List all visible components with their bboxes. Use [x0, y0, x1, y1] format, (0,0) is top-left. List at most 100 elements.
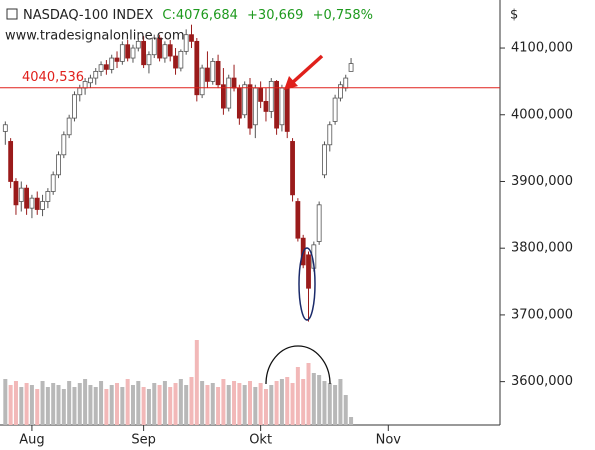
x-tick-label: Okt: [249, 433, 272, 448]
volume-bar: [210, 383, 215, 425]
volume-bar: [338, 379, 343, 425]
candle-body: [173, 55, 178, 69]
candle-body: [338, 84, 343, 99]
volume-bar: [200, 381, 205, 425]
volume-bar: [136, 381, 141, 425]
candle-body: [242, 84, 248, 116]
candle-body: [130, 47, 136, 59]
candle-body: [18, 187, 24, 202]
candle-body: [258, 87, 264, 102]
candle-body: [290, 141, 295, 196]
candle-body: [61, 134, 67, 156]
volume-bar: [157, 385, 162, 425]
candle-body: [146, 54, 152, 66]
candle-body: [183, 34, 189, 52]
quote: C:4076,684: [162, 8, 238, 23]
candle-body: [29, 197, 35, 209]
volume-bar: [19, 387, 24, 425]
volume-bar: [104, 389, 109, 425]
volume-bar: [253, 387, 258, 425]
annotation-ellipse: [298, 247, 316, 321]
candle-body: [141, 40, 147, 66]
candle-body: [295, 201, 301, 239]
volume-bar: [162, 381, 167, 425]
x-tick-label: Aug: [19, 433, 44, 448]
volume-bar: [99, 381, 104, 425]
volume-bar: [327, 383, 332, 425]
volume-bar: [221, 379, 226, 425]
candle-body: [40, 201, 45, 210]
change-pct: +0,758%: [313, 8, 373, 23]
volume-bar: [125, 379, 130, 425]
volume-bar: [83, 379, 88, 425]
volume-bar: [237, 383, 242, 425]
volume-bar: [146, 389, 151, 425]
volume-bar: [13, 381, 18, 425]
volume-bar: [194, 340, 199, 425]
candle-body: [263, 101, 269, 112]
candle-body: [88, 77, 93, 84]
candle-body: [162, 44, 168, 59]
candle-body: [2, 124, 8, 132]
volume-bar: [130, 385, 135, 425]
volume-bar: [173, 383, 178, 425]
candle-body: [306, 254, 311, 289]
volume-bar: [274, 381, 279, 425]
volume-bar: [306, 363, 311, 425]
candle-body: [221, 84, 226, 109]
icon: [6, 8, 18, 20]
volume-bar: [343, 395, 348, 425]
candle-body: [8, 141, 14, 182]
volume-bar: [189, 377, 194, 425]
candle-body: [24, 187, 29, 209]
volume-bar: [152, 383, 157, 425]
annotation-arrow: [290, 54, 324, 85]
annotation-arc: [265, 345, 331, 385]
volume-bar: [295, 367, 300, 425]
volume-bar: [35, 389, 40, 425]
volume-bar: [184, 385, 189, 425]
candle-body: [135, 40, 141, 49]
volume-bar: [51, 383, 56, 425]
candle-body: [205, 67, 210, 82]
volume-bar: [67, 381, 72, 425]
candle-body: [66, 117, 72, 136]
volume-bar: [317, 375, 322, 425]
candle-body: [252, 87, 258, 126]
volume-bar: [263, 389, 268, 425]
candle-body: [50, 174, 56, 192]
candle-body: [103, 64, 109, 70]
volume-bar: [115, 383, 120, 425]
y-unit: $: [510, 8, 518, 23]
candle-body: [157, 37, 162, 59]
volume-bar: [226, 385, 231, 425]
candle-body: [226, 77, 232, 109]
volume-bar: [269, 385, 274, 425]
candle-body: [348, 63, 354, 72]
header: NASDAQ-100 INDEX C:4076,684 +30,669 +0,7…: [23, 8, 373, 23]
candle-body: [56, 154, 61, 176]
volume-bar: [3, 379, 8, 425]
candle-body: [236, 87, 242, 119]
volume-bar: [279, 379, 284, 425]
candle-body: [93, 70, 99, 79]
volume-bar: [248, 381, 252, 425]
candle-body: [279, 87, 285, 126]
y-tick-label: 4100,000: [511, 41, 573, 56]
volume-bar: [56, 385, 61, 425]
volume-bar: [258, 383, 263, 425]
volume-bar: [285, 377, 290, 425]
y-tick-label: 3800,000: [511, 241, 573, 256]
x-tick-label: Sep: [131, 433, 156, 448]
volume-bar: [141, 387, 146, 425]
y-tick-label: 3600,000: [511, 374, 573, 389]
volume-bar: [77, 383, 82, 425]
candle-body: [199, 67, 205, 96]
candle-body: [343, 77, 349, 89]
candle-body: [322, 144, 327, 176]
volume-bar: [216, 387, 221, 425]
candle-body: [247, 84, 253, 129]
candle-body: [109, 57, 115, 70]
candle-body: [77, 87, 83, 96]
candle-body: [125, 44, 131, 59]
